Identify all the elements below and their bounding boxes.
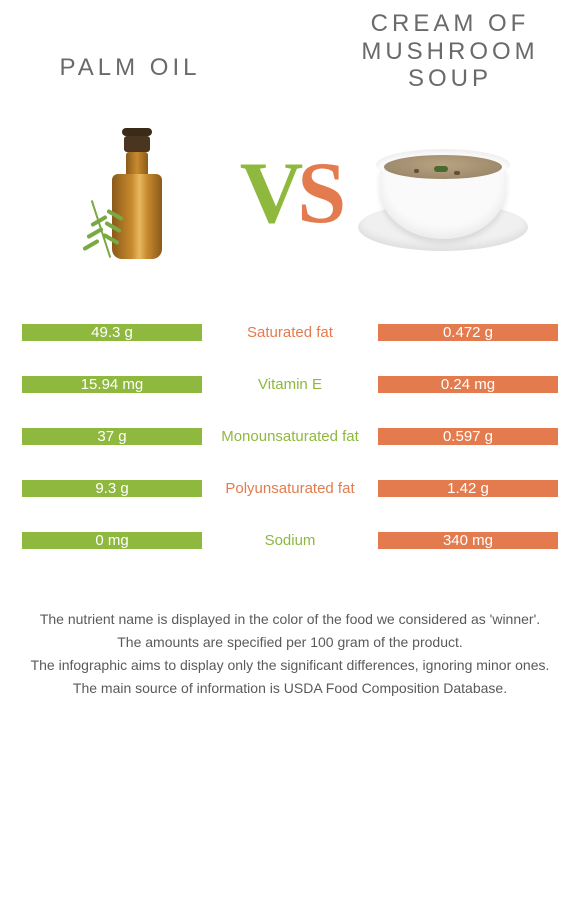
value-right: 340 mg bbox=[378, 532, 558, 549]
table-row: 9.3 gPolyunsaturated fat1.42 g bbox=[22, 465, 558, 513]
value-left: 15.94 mg bbox=[22, 376, 202, 393]
value-left: 49.3 g bbox=[22, 324, 202, 341]
nutrient-label: Saturated fat bbox=[202, 324, 378, 341]
footnote-line: The infographic aims to display only the… bbox=[18, 655, 562, 676]
footnote-line: The amounts are specified per 100 gram o… bbox=[18, 632, 562, 653]
footnote-line: The main source of information is USDA F… bbox=[18, 678, 562, 699]
food-title-left: Palm oil bbox=[20, 54, 240, 82]
vs-label: VS bbox=[240, 143, 341, 244]
vs-s: S bbox=[297, 145, 340, 242]
food-image-left bbox=[42, 99, 232, 289]
herb-sprig-icon bbox=[72, 179, 132, 259]
value-left: 0 mg bbox=[22, 532, 202, 549]
value-right: 0.597 g bbox=[378, 428, 558, 445]
table-row: 15.94 mgVitamin E0.24 mg bbox=[22, 361, 558, 409]
value-left: 37 g bbox=[22, 428, 202, 445]
food-title-right: Cream of mushroom soup bbox=[340, 10, 560, 93]
nutrient-label: Polyunsaturated fat bbox=[202, 480, 378, 497]
soup-bowl-icon bbox=[358, 129, 528, 259]
nutrient-label: Monounsaturated fat bbox=[202, 428, 378, 445]
value-right: 0.24 mg bbox=[378, 376, 558, 393]
food-image-right bbox=[348, 99, 538, 289]
table-row: 49.3 gSaturated fat0.472 g bbox=[22, 309, 558, 357]
nutrient-label: Vitamin E bbox=[202, 376, 378, 393]
header: Palm oil Cream of mushroom soup bbox=[0, 0, 580, 93]
value-right: 0.472 g bbox=[378, 324, 558, 341]
vs-v: V bbox=[240, 145, 298, 242]
value-right: 1.42 g bbox=[378, 480, 558, 497]
footnotes: The nutrient name is displayed in the co… bbox=[0, 609, 580, 699]
footnote-line: The nutrient name is displayed in the co… bbox=[18, 609, 562, 630]
table-row: 0 mgSodium340 mg bbox=[22, 517, 558, 565]
table-row: 37 gMonounsaturated fat0.597 g bbox=[22, 413, 558, 461]
nutrient-label: Sodium bbox=[202, 532, 378, 549]
nutrient-table: 49.3 gSaturated fat0.472 g15.94 mgVitami… bbox=[22, 309, 558, 565]
image-row: VS bbox=[0, 99, 580, 289]
value-left: 9.3 g bbox=[22, 480, 202, 497]
